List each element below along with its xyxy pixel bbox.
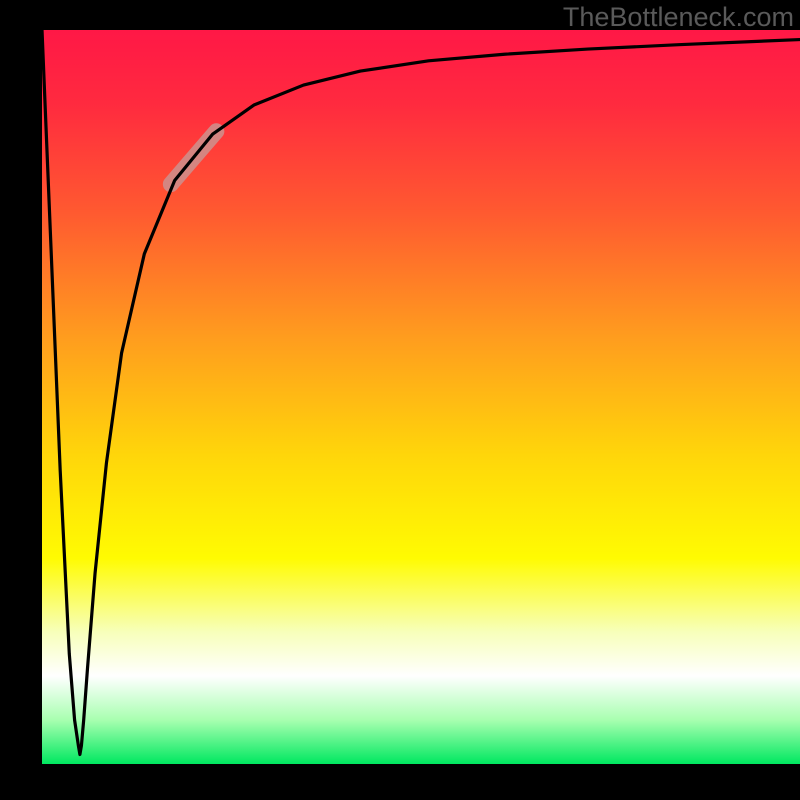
watermark-text: TheBottleneck.com — [563, 2, 794, 33]
plot-background — [42, 30, 800, 764]
chart-svg — [0, 0, 800, 800]
bottleneck-chart: TheBottleneck.com — [0, 0, 800, 800]
